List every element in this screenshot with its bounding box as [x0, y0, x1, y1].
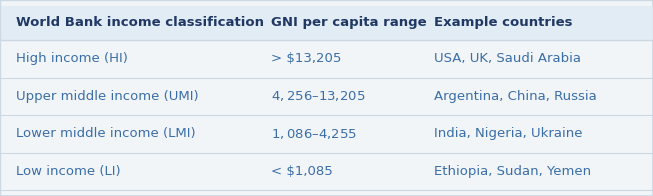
Text: Example countries: Example countries — [434, 16, 573, 29]
Text: Upper middle income (UMI): Upper middle income (UMI) — [16, 90, 199, 103]
Text: India, Nigeria, Ukraine: India, Nigeria, Ukraine — [434, 127, 582, 140]
Text: World Bank income classification: World Bank income classification — [16, 16, 264, 29]
Bar — [0, 6, 653, 40]
Text: < $1,085: < $1,085 — [271, 165, 333, 178]
Text: USA, UK, Saudi Arabia: USA, UK, Saudi Arabia — [434, 52, 581, 65]
Text: Ethiopia, Sudan, Yemen: Ethiopia, Sudan, Yemen — [434, 165, 592, 178]
Text: $1,086 – $4,255: $1,086 – $4,255 — [271, 127, 357, 141]
Text: High income (HI): High income (HI) — [16, 52, 128, 65]
Text: Argentina, China, Russia: Argentina, China, Russia — [434, 90, 597, 103]
Text: Lower middle income (LMI): Lower middle income (LMI) — [16, 127, 196, 140]
Text: Low income (LI): Low income (LI) — [16, 165, 121, 178]
Text: > $13,205: > $13,205 — [271, 52, 342, 65]
Text: GNI per capita range: GNI per capita range — [271, 16, 426, 29]
Text: $4,256 – $13,205: $4,256 – $13,205 — [271, 89, 366, 103]
